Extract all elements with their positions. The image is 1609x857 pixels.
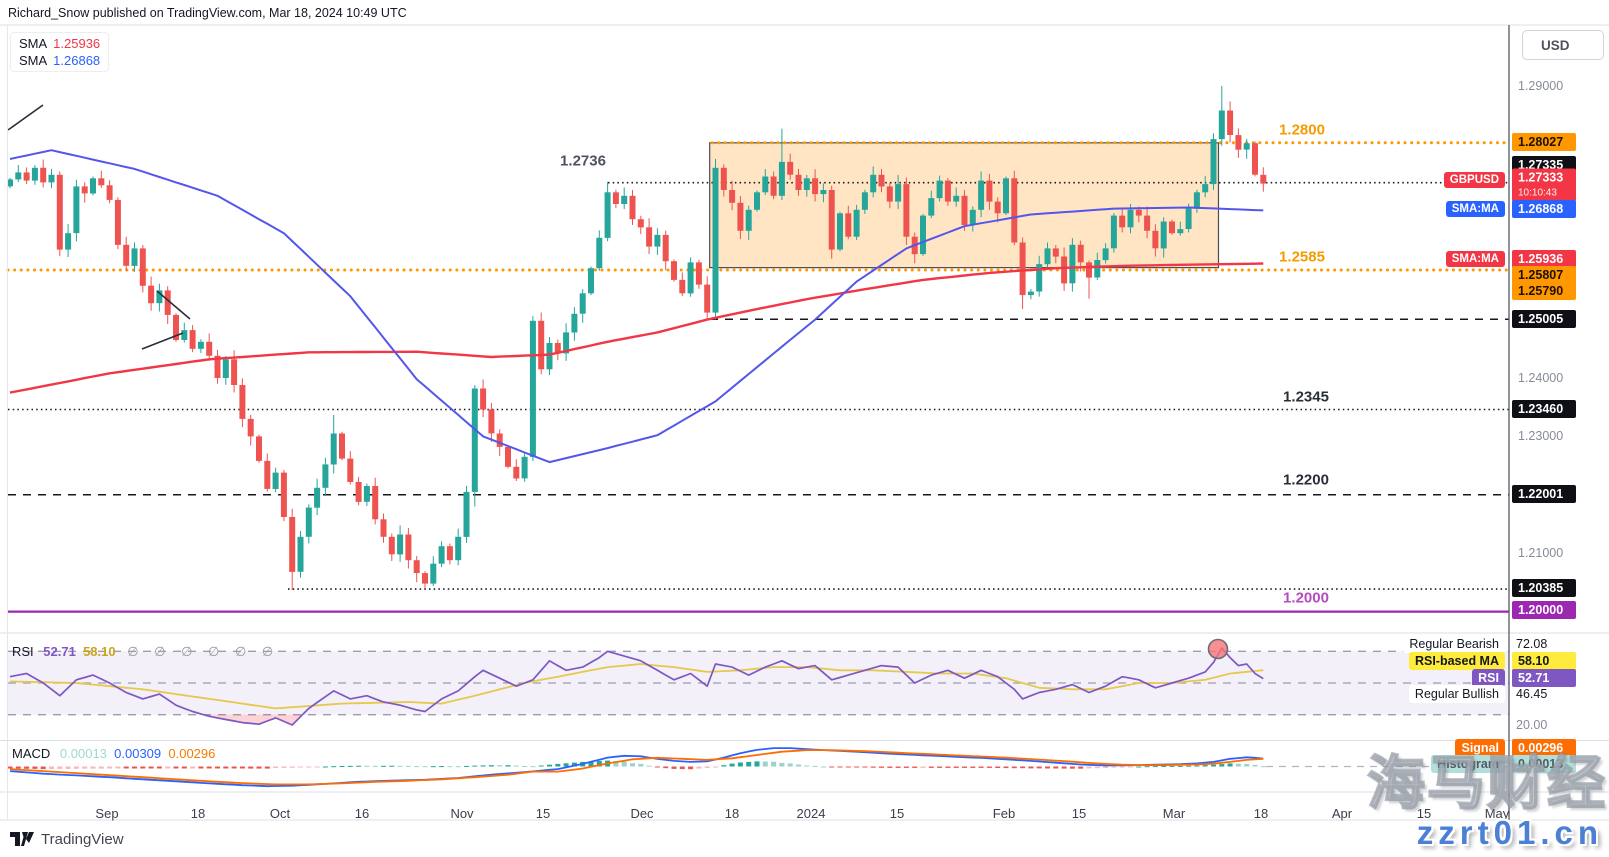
trendline-annotations[interactable] xyxy=(7,104,191,350)
publish-header: Richard_Snow published on TradingView.co… xyxy=(8,6,407,20)
price-levels[interactable] xyxy=(6,141,1511,613)
rsi-ma-value: 58.10 xyxy=(83,644,116,659)
currency-toggle-button[interactable]: USD xyxy=(1522,30,1604,60)
rsi-oversold-fill xyxy=(203,714,303,725)
rsi-label: RSI xyxy=(12,644,34,659)
pane-dividers xyxy=(0,24,1609,821)
rsi-ma-line[interactable] xyxy=(9,663,1264,710)
macd-signal-value: 0.00296 xyxy=(168,746,216,761)
rsi-legend[interactable]: RSI 52.71 58.10 ∅ ∅ ∅ ∅ ∅ ∅ xyxy=(12,644,279,660)
sma-label: SMA xyxy=(19,53,48,68)
macd-line-value: 0.00309 xyxy=(114,746,162,761)
tradingview-logo-icon xyxy=(10,832,34,846)
macd-legend[interactable]: MACD 0.00013 0.00309 0.00296 xyxy=(12,746,215,761)
rsi-hidden-plots: ∅ ∅ ∅ ∅ ∅ ∅ xyxy=(127,644,280,659)
sma-label: SMA xyxy=(19,36,48,51)
macd-label: MACD xyxy=(12,746,51,761)
sma-slow-value: 1.26868 xyxy=(53,53,101,68)
rsi-value: 52.71 xyxy=(43,644,76,659)
macd-line[interactable] xyxy=(9,747,1264,788)
rsi-peak-circle-annotation[interactable] xyxy=(1207,638,1229,660)
tradingview-logo[interactable]: TradingView xyxy=(10,828,124,850)
sma-fast-line[interactable] xyxy=(9,262,1264,394)
sma-legend-row-fast: SMA 1.25936 xyxy=(19,35,100,52)
macd-signal-line[interactable] xyxy=(9,749,1264,786)
watermark-url: zzrt01.cn xyxy=(1416,814,1603,851)
rsi-pane[interactable] xyxy=(8,638,1509,726)
tradingview-logo-text: TradingView xyxy=(41,830,124,848)
sma-legend[interactable]: SMA 1.25936 SMA 1.26868 xyxy=(10,32,110,72)
candles[interactable] xyxy=(7,86,1267,590)
sma-fast-value: 1.25936 xyxy=(53,36,101,51)
macd-pane[interactable] xyxy=(7,747,1510,788)
sma-slow-line[interactable] xyxy=(9,149,1264,464)
sma-legend-row-slow: SMA 1.26868 xyxy=(19,52,100,69)
macd-hist-value: 0.00013 xyxy=(59,746,107,761)
watermark-cjk: 海马财经 xyxy=(1366,750,1607,817)
rsi-line[interactable] xyxy=(9,647,1264,726)
